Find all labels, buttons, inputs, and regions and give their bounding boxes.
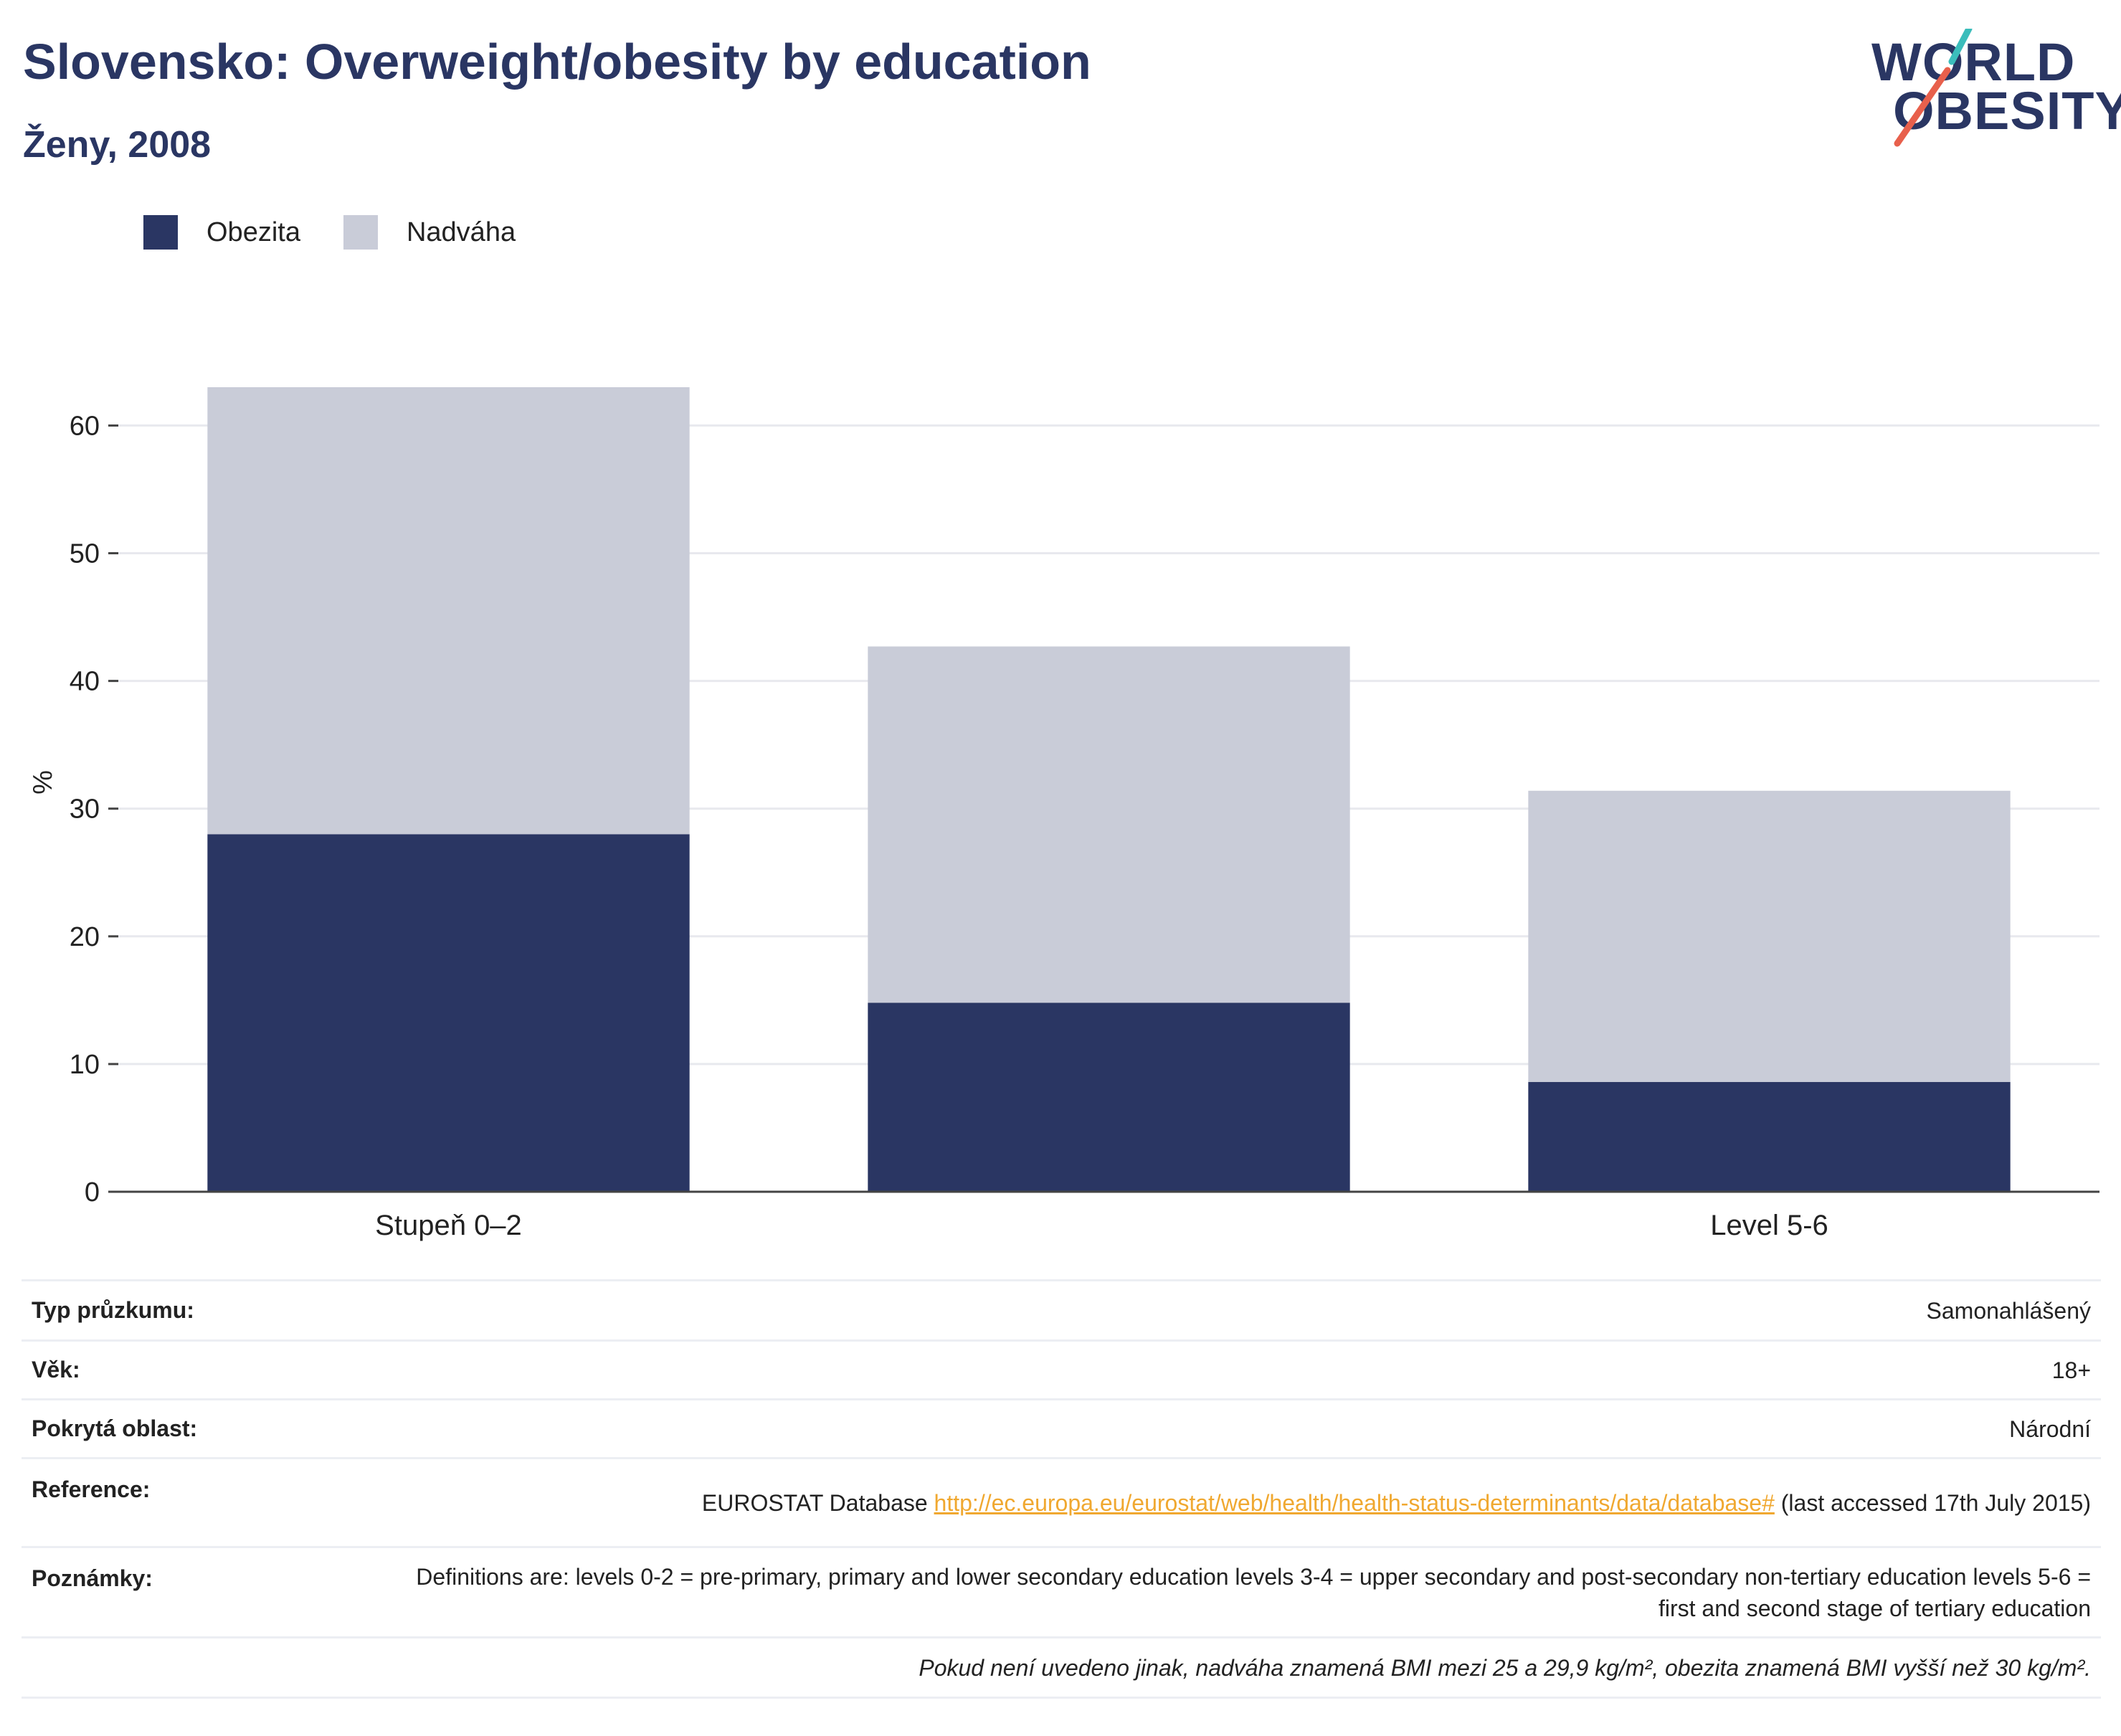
legend-label: Obezita [207, 217, 300, 247]
bar-nadváha-0[interactable] [207, 387, 690, 835]
info-value: Samonahlášený [400, 1279, 2101, 1341]
info-row-footnote: Pokud není uvedeno jinak, nadváha znamen… [22, 1636, 2101, 1699]
stacked-bar-chart: 0 10 20 30 40 50 60 Stupeň 0–2 Level 5-6 % [28, 387, 2099, 1241]
bar-nadváha-2[interactable] [1528, 790, 2011, 1082]
info-key: Pokrytá oblast: [22, 1398, 400, 1458]
info-value: EUROSTAT Database http://ec.europa.eu/eu… [400, 1457, 2101, 1547]
bars [207, 387, 2011, 1192]
info-value: Definitions are: levels 0-2 = pre-primar… [400, 1546, 2101, 1638]
info-row-age: Věk: 18+ [22, 1339, 2101, 1400]
bar-obezita-1[interactable] [868, 1002, 1350, 1192]
bar-obezita-0[interactable] [207, 834, 690, 1192]
legend-swatch [143, 215, 178, 250]
legend-item-obezita[interactable]: Obezita [143, 215, 300, 250]
info-key: Poznámky: [22, 1546, 400, 1638]
info-key: Typ průzkumu: [22, 1279, 400, 1341]
logo-line-1: WORLD [1871, 32, 2076, 92]
info-value: Národní [400, 1398, 2101, 1458]
reference-suffix: (last accessed 17th July 2015) [1774, 1489, 2091, 1516]
info-key: Reference: [22, 1457, 400, 1547]
info-row-coverage: Pokrytá oblast: Národní [22, 1398, 2101, 1458]
info-row-survey-type: Typ průzkumu: Samonahlášený [22, 1279, 2101, 1341]
y-tick-label: 50 [70, 539, 100, 569]
bar-obezita-2[interactable] [1528, 1081, 2011, 1192]
bar-nadváha-1[interactable] [868, 646, 1350, 1003]
legend-swatch [343, 215, 378, 250]
y-tick-label: 60 [70, 411, 100, 441]
info-key: Věk: [22, 1339, 400, 1400]
y-tick-label: 40 [70, 667, 100, 697]
y-tick-label: 0 [85, 1177, 100, 1208]
metadata-table: Typ průzkumu: Samonahlášený Věk: 18+ Pok… [22, 1279, 2101, 1699]
y-tick-label: 10 [70, 1050, 100, 1080]
info-row-notes: Poznámky: Definitions are: levels 0-2 = … [22, 1546, 2101, 1638]
info-value: 18+ [400, 1339, 2101, 1400]
reference-link[interactable]: http://ec.europa.eu/eurostat/web/health/… [934, 1489, 1775, 1516]
legend-label: Nadváha [406, 217, 516, 247]
page-subtitle: Ženy, 2008 [23, 124, 212, 166]
axes: 0 10 20 30 40 50 60 Stupeň 0–2 Level 5-6 [70, 411, 2099, 1241]
y-axis-label: % [28, 770, 58, 795]
x-tick-label: Level 5-6 [1710, 1210, 1828, 1241]
reference-prefix: EUROSTAT Database [701, 1489, 934, 1516]
info-row-reference: Reference: EUROSTAT Database http://ec.e… [22, 1457, 2101, 1547]
y-tick-label: 20 [70, 922, 100, 952]
x-tick-label: Stupeň 0–2 [375, 1210, 522, 1241]
logo-slash-icon [1894, 29, 1973, 147]
page-title: Slovensko: Overweight/obesity by educati… [23, 34, 1091, 90]
world-obesity-logo: WORLD OBESITY [1871, 29, 2121, 158]
chart-legend: Obezita Nadváha [143, 215, 559, 250]
legend-item-nadvaha[interactable]: Nadváha [343, 215, 516, 250]
y-tick-label: 30 [70, 795, 100, 825]
footnote: Pokud není uvedeno jinak, nadváha znamen… [22, 1636, 2101, 1699]
